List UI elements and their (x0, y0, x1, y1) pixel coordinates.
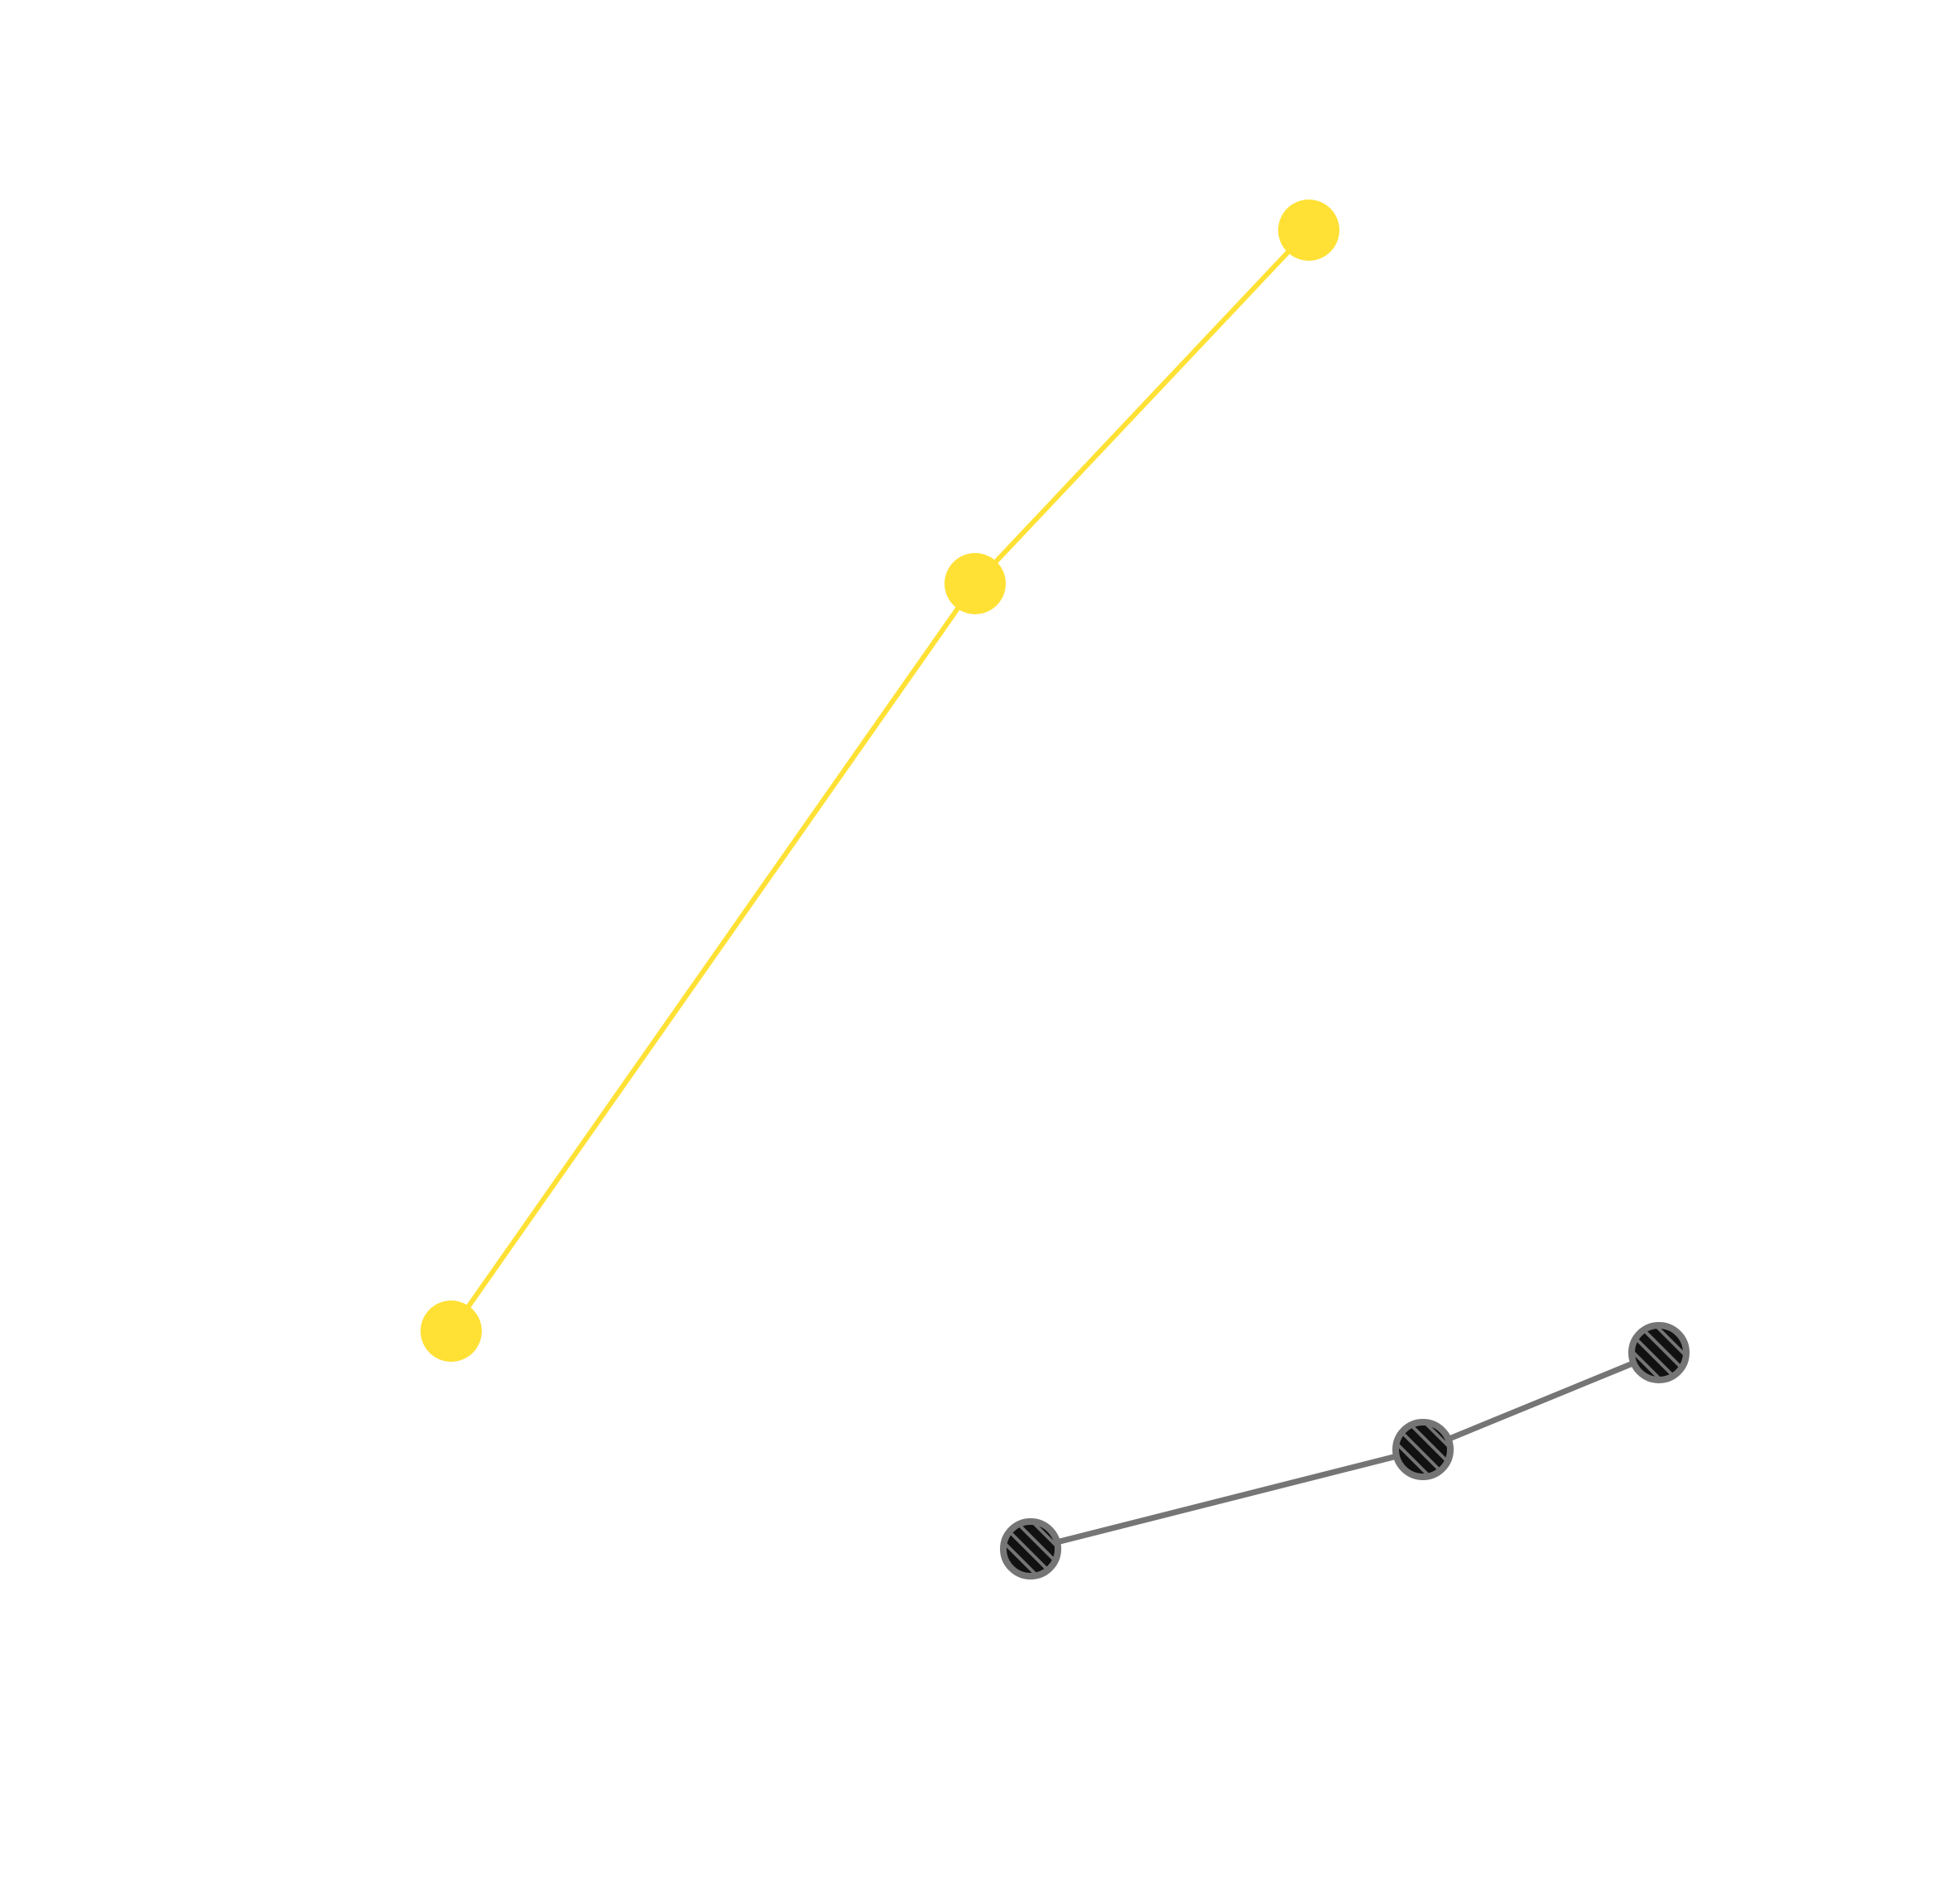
series-1-point-1 (421, 1301, 482, 1362)
series-2-point-2 (1392, 1419, 1454, 1480)
series-2 (1000, 1322, 1690, 1579)
series-1 (421, 200, 1339, 1362)
series-2-point-3 (1628, 1322, 1690, 1383)
series-1-point-2 (945, 553, 1006, 614)
series-1-point-3 (1278, 200, 1339, 261)
series-2-line (1030, 1349, 1661, 1552)
plot-area (421, 200, 1690, 1579)
series-1-line (449, 228, 1311, 1333)
series-2-point-1 (1000, 1518, 1061, 1579)
